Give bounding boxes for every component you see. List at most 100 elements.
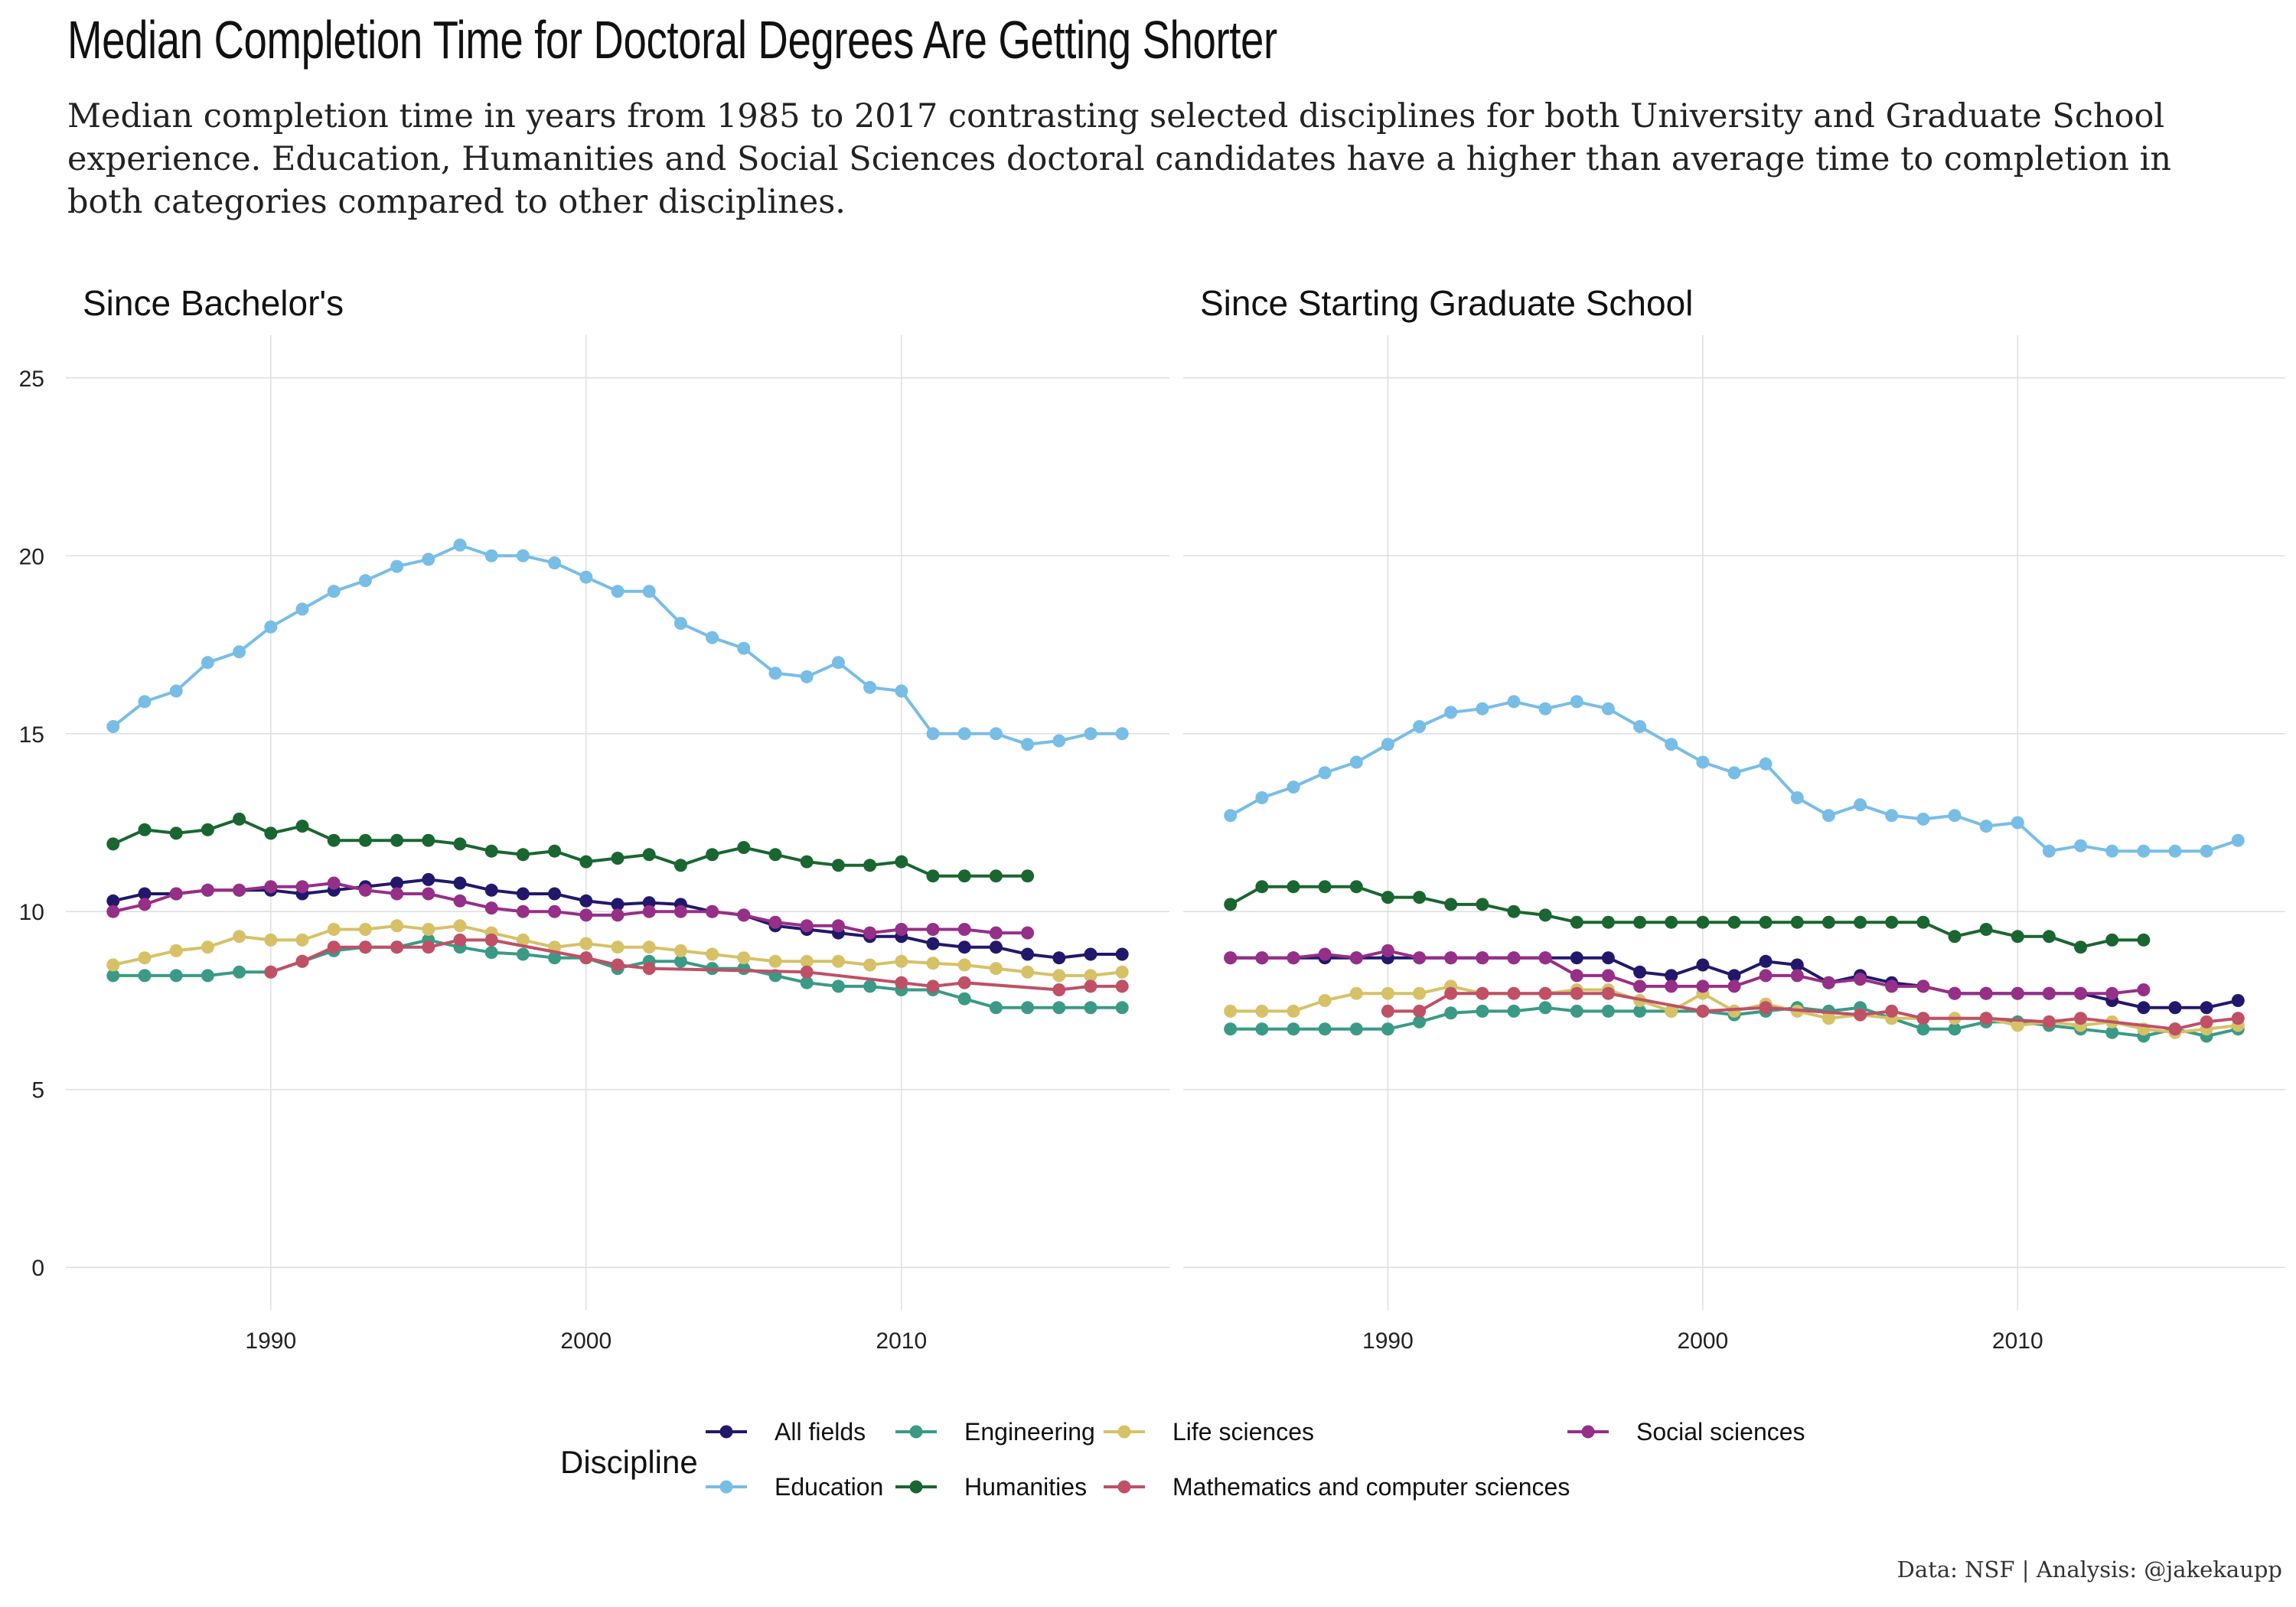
data-point xyxy=(1979,923,1993,936)
data-point xyxy=(642,848,656,862)
y-tick-label: 0 xyxy=(31,1256,44,1281)
data-point xyxy=(1381,1022,1394,1036)
data-point xyxy=(169,684,183,698)
data-point xyxy=(579,855,593,869)
data-point xyxy=(1381,986,1394,1000)
legend-key-point xyxy=(719,1480,733,1494)
legend-item-life-sciences: Life sciences xyxy=(1104,1418,1314,1446)
data-point xyxy=(106,837,120,851)
data-point xyxy=(1021,947,1035,961)
data-point xyxy=(453,876,467,890)
data-point xyxy=(1224,1004,1238,1018)
data-point xyxy=(1885,980,1899,993)
data-point xyxy=(1349,880,1363,894)
data-point xyxy=(106,905,120,918)
legend-key-point xyxy=(1117,1480,1131,1494)
data-point xyxy=(2168,1022,2182,1036)
legend-item-mathematics-and-computer-sciences: Mathematics and computer sciences xyxy=(1104,1473,1570,1501)
y-tick-label: 20 xyxy=(19,544,44,569)
data-point xyxy=(957,869,971,883)
data-point xyxy=(1759,969,1773,983)
data-point xyxy=(1349,1022,1363,1036)
data-point xyxy=(926,980,940,993)
x-tick-label: 2010 xyxy=(876,1328,927,1354)
data-point xyxy=(1601,1004,1615,1018)
data-point xyxy=(1413,986,1427,1000)
data-point xyxy=(1696,980,1710,993)
legend-label: Humanities xyxy=(964,1473,1087,1501)
data-point xyxy=(989,869,1003,883)
chart-subtitle: Median completion time in years from 198… xyxy=(67,97,2172,221)
data-point xyxy=(1665,1004,1678,1018)
data-point xyxy=(327,940,341,954)
data-point xyxy=(1444,706,1458,719)
data-point xyxy=(1948,1022,1962,1036)
data-point xyxy=(1759,915,1773,929)
data-point xyxy=(863,958,877,972)
data-point xyxy=(2042,1015,2056,1028)
data-point xyxy=(138,898,152,911)
data-point xyxy=(926,923,940,936)
series-mathematics-and-computer-sciences xyxy=(264,933,1129,996)
data-point xyxy=(1349,951,1363,965)
data-point xyxy=(1665,915,1678,929)
data-point xyxy=(1570,969,1583,983)
data-point xyxy=(1790,958,1804,972)
data-point xyxy=(831,859,845,872)
data-point xyxy=(1821,1012,1835,1025)
data-point xyxy=(390,876,404,890)
legend-key-point xyxy=(719,1425,733,1439)
data-point xyxy=(957,958,971,972)
data-point xyxy=(264,933,278,947)
data-point xyxy=(1538,702,1552,715)
data-point xyxy=(390,833,404,847)
data-point xyxy=(1570,951,1583,965)
data-point xyxy=(295,880,309,894)
data-point xyxy=(642,585,656,598)
y-tick-label: 15 xyxy=(19,722,44,748)
data-point xyxy=(295,602,309,616)
data-point xyxy=(453,538,467,552)
data-point xyxy=(548,951,562,965)
data-point xyxy=(516,848,530,862)
data-point xyxy=(989,1001,1003,1015)
data-point xyxy=(1021,965,1035,979)
data-point xyxy=(327,876,341,890)
data-point xyxy=(1413,1004,1427,1018)
chart-caption: Data: NSF | Analysis: @jakekaupp xyxy=(1896,1556,2282,1583)
data-point xyxy=(2042,930,2056,944)
data-point xyxy=(2231,994,2245,1007)
data-point xyxy=(201,656,214,670)
data-point xyxy=(1759,1001,1773,1015)
data-point xyxy=(453,933,467,947)
data-point xyxy=(169,944,183,957)
facet-label-2: Since Starting Graduate School xyxy=(1200,283,1693,323)
data-point xyxy=(548,844,562,858)
data-point xyxy=(989,727,1003,741)
data-point xyxy=(1444,951,1458,965)
data-point xyxy=(1224,898,1238,911)
data-point xyxy=(1759,954,1773,968)
data-point xyxy=(1052,983,1066,996)
data-point xyxy=(358,883,372,897)
data-point xyxy=(1381,738,1394,751)
data-point xyxy=(863,680,877,694)
data-point xyxy=(453,894,467,908)
data-point xyxy=(737,641,751,655)
data-point xyxy=(642,940,656,954)
data-point xyxy=(1696,755,1710,769)
data-point xyxy=(358,923,372,936)
data-point xyxy=(1507,951,1521,965)
data-point xyxy=(1916,1012,1930,1025)
data-point xyxy=(768,915,782,929)
data-point xyxy=(138,695,152,709)
data-point xyxy=(358,940,372,954)
legend-item-education: Education xyxy=(706,1473,883,1501)
data-point xyxy=(1413,720,1427,733)
data-point xyxy=(484,549,498,562)
data-point xyxy=(1665,969,1678,983)
data-point xyxy=(895,684,908,698)
data-point xyxy=(138,951,152,965)
data-point xyxy=(611,898,625,911)
data-point xyxy=(831,980,845,993)
